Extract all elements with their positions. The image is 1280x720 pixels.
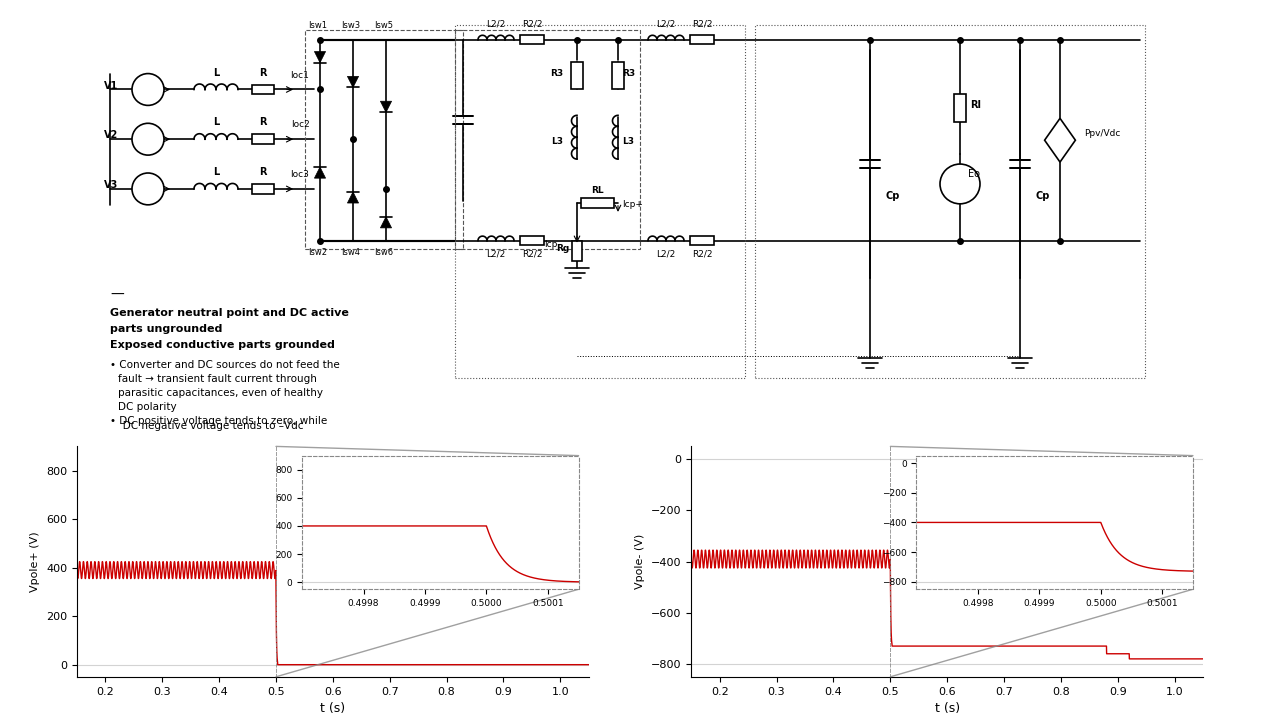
Text: V1: V1 <box>104 81 118 91</box>
Text: R2/2: R2/2 <box>691 250 712 258</box>
Text: V2: V2 <box>104 130 118 140</box>
Text: Ioc2: Ioc2 <box>291 120 310 130</box>
Bar <box>954 94 966 122</box>
Bar <box>305 30 463 248</box>
Text: Ioc3: Ioc3 <box>291 170 310 179</box>
Text: L: L <box>212 68 219 78</box>
Text: RI: RI <box>970 100 980 110</box>
Circle shape <box>132 173 164 204</box>
Text: Cp: Cp <box>1036 191 1051 201</box>
Text: R: R <box>260 167 266 177</box>
Text: R2/2: R2/2 <box>522 250 543 258</box>
Polygon shape <box>347 76 358 88</box>
Bar <box>571 62 582 89</box>
Text: • Converter and DC sources do not feed the: • Converter and DC sources do not feed t… <box>110 360 339 370</box>
Text: R3: R3 <box>550 68 563 78</box>
X-axis label: t (s): t (s) <box>320 702 346 715</box>
Y-axis label: Vpole+ (V): Vpole+ (V) <box>31 531 41 592</box>
Bar <box>520 35 544 44</box>
Text: Ioc1: Ioc1 <box>291 71 310 79</box>
Text: Isw3: Isw3 <box>342 21 361 30</box>
Bar <box>520 236 544 245</box>
Text: R: R <box>260 68 266 78</box>
Circle shape <box>132 73 164 105</box>
Text: DC negative voltage tends to –Vdc: DC negative voltage tends to –Vdc <box>113 421 303 431</box>
Bar <box>755 25 1146 378</box>
Text: L: L <box>212 117 219 127</box>
Text: R2/2: R2/2 <box>691 20 712 29</box>
Text: Isw2: Isw2 <box>308 248 328 256</box>
Y-axis label: Vpole- (V): Vpole- (V) <box>635 534 645 589</box>
Polygon shape <box>347 192 358 203</box>
Text: Isw5: Isw5 <box>375 21 393 30</box>
Text: L3: L3 <box>622 138 634 146</box>
Bar <box>252 184 274 194</box>
Bar <box>572 240 582 261</box>
Text: fault → transient fault current through: fault → transient fault current through <box>118 374 317 384</box>
Text: Cp: Cp <box>886 191 900 201</box>
Text: —: — <box>110 288 124 302</box>
Bar <box>690 236 714 245</box>
Text: L: L <box>212 167 219 177</box>
Text: RL: RL <box>591 186 604 195</box>
Text: Ppv/Vdc: Ppv/Vdc <box>1084 129 1120 138</box>
Text: Icp-: Icp- <box>544 240 561 248</box>
Text: Isw6: Isw6 <box>375 248 393 256</box>
Bar <box>454 25 745 378</box>
Bar <box>612 62 625 89</box>
Circle shape <box>132 123 164 155</box>
Text: V3: V3 <box>104 180 118 190</box>
Circle shape <box>940 164 980 204</box>
Bar <box>454 30 640 248</box>
Text: Isw1: Isw1 <box>308 21 328 30</box>
Polygon shape <box>315 52 325 63</box>
Text: L2/2: L2/2 <box>486 250 506 258</box>
Text: L3: L3 <box>550 138 563 146</box>
X-axis label: t (s): t (s) <box>934 702 960 715</box>
Text: R: R <box>260 117 266 127</box>
Text: Isw4: Isw4 <box>342 248 361 256</box>
Text: • DC positive voltage tends to zero, while: • DC positive voltage tends to zero, whi… <box>110 415 328 426</box>
Text: L2/2: L2/2 <box>657 20 676 29</box>
Bar <box>252 84 274 94</box>
Text: Exposed conductive parts grounded: Exposed conductive parts grounded <box>110 340 335 350</box>
Polygon shape <box>380 102 392 112</box>
Text: Eo: Eo <box>968 169 980 179</box>
Bar <box>252 134 274 144</box>
Text: Icp+: Icp+ <box>622 200 643 209</box>
Text: parasitic capacitances, even of healthy: parasitic capacitances, even of healthy <box>118 388 323 397</box>
Polygon shape <box>380 217 392 228</box>
Bar <box>581 198 614 208</box>
Text: L2/2: L2/2 <box>486 20 506 29</box>
Polygon shape <box>315 167 325 178</box>
Text: R3: R3 <box>622 68 635 78</box>
Text: DC polarity: DC polarity <box>118 402 177 412</box>
Text: Rg: Rg <box>556 243 570 253</box>
Text: Generator neutral point and DC active: Generator neutral point and DC active <box>110 308 349 318</box>
Text: R2/2: R2/2 <box>522 20 543 29</box>
Text: parts ungrounded: parts ungrounded <box>110 324 223 334</box>
Bar <box>690 35 714 44</box>
Text: L2/2: L2/2 <box>657 250 676 258</box>
